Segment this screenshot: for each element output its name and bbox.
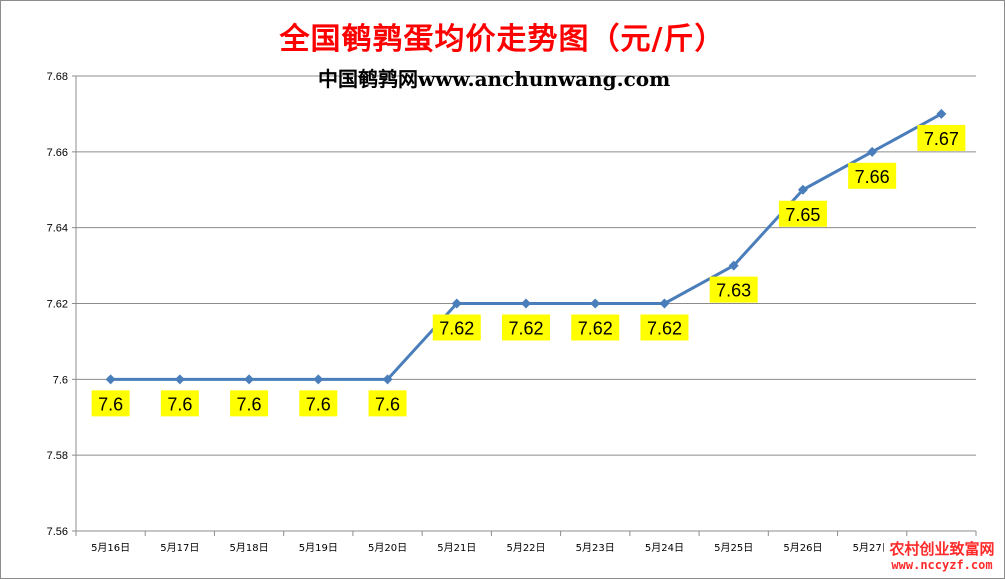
data-label: 7.65 (785, 205, 820, 225)
data-label-bg (709, 276, 758, 303)
data-label-bg (160, 390, 199, 417)
data-labels: 7.6 7.6 7.6 7.6 7.6 7.62 7.62 7.62 7.62 7.63 7.65 7… (91, 124, 966, 417)
data-label-bg (368, 390, 407, 417)
x-tick-label: 5月19日 (299, 542, 338, 554)
x-axis-ticks: 5月16日 5月17日 5月18日 5月19日 5月20日 5月21日 5月22日 5月23日… (91, 542, 961, 554)
data-label-bg (502, 314, 550, 341)
data-point (313, 374, 324, 385)
data-point (174, 374, 185, 385)
data-label-bg (778, 200, 827, 227)
chart-subtitle: 中国鹌鹑网www.anchunwang.com (318, 67, 671, 91)
x-tick-label: 5月26日 (783, 542, 822, 554)
x-tick-label: 5月25日 (714, 542, 753, 554)
data-label-bg (571, 314, 620, 341)
watermark: 农村创业致富网 www.nccyzf.com (884, 540, 1000, 573)
data-label: 7.63 (716, 281, 751, 301)
data-point (659, 298, 670, 309)
x-tick-label: 5月20日 (368, 542, 407, 554)
watermark-site-name: 农村创业致富网 (889, 540, 995, 558)
data-label: 7.62 (578, 319, 613, 339)
data-label: 7.62 (647, 319, 682, 339)
y-axis-ticks: 7.56 7.58 7.6 7.62 7.64 7.66 7.68 (47, 71, 68, 538)
data-point (521, 298, 531, 309)
data-label-bg (917, 124, 966, 151)
data-label-bg (432, 314, 481, 341)
x-tick-label: 5月16日 (91, 542, 130, 554)
data-label: 7.67 (924, 129, 959, 149)
y-tick-label: 7.62 (47, 299, 68, 311)
data-label-bg (299, 390, 338, 417)
data-label: 7.6 (98, 394, 123, 414)
series-line (105, 108, 947, 385)
x-tick-label: 5月17日 (160, 542, 199, 554)
watermark-url: www.nccyzf.com (891, 558, 993, 572)
data-point (244, 374, 255, 385)
axes (72, 75, 977, 536)
data-label: 7.62 (439, 319, 474, 339)
y-tick-label: 7.64 (47, 223, 68, 235)
data-label-bg (230, 390, 269, 417)
data-point (728, 260, 739, 271)
data-point (797, 184, 808, 195)
y-tick-label: 7.6 (53, 374, 68, 386)
x-tick-label: 5月23日 (576, 542, 615, 554)
data-label-bg (91, 390, 130, 417)
y-tick-label: 7.56 (47, 526, 68, 538)
data-point (382, 374, 393, 385)
gridlines (76, 75, 976, 456)
y-tick-label: 7.58 (47, 450, 68, 462)
x-tick-label: 5月24日 (645, 542, 684, 554)
data-label: 7.66 (855, 167, 890, 187)
data-label: 7.6 (237, 394, 262, 414)
data-label-bg (640, 314, 689, 341)
x-tick-label: 5月18日 (230, 542, 269, 554)
data-point (105, 374, 116, 385)
y-tick-label: 7.66 (47, 147, 68, 159)
data-point (590, 298, 601, 309)
x-tick-label: 5月21日 (437, 542, 476, 554)
chart-title: 全国鹌鹑蛋均价走势图（元/斤） (279, 22, 726, 57)
x-tick-label: 5月22日 (506, 542, 545, 554)
data-label: 7.6 (375, 394, 400, 414)
data-point (451, 298, 462, 309)
data-label: 7.62 (508, 319, 543, 339)
data-point (936, 108, 947, 119)
data-label: 7.6 (167, 394, 192, 414)
data-point (867, 146, 878, 157)
data-label: 7.6 (306, 394, 331, 414)
y-tick-label: 7.68 (47, 71, 68, 83)
data-label-bg (848, 162, 897, 189)
x-tick-label: 5月27日 (853, 542, 892, 554)
